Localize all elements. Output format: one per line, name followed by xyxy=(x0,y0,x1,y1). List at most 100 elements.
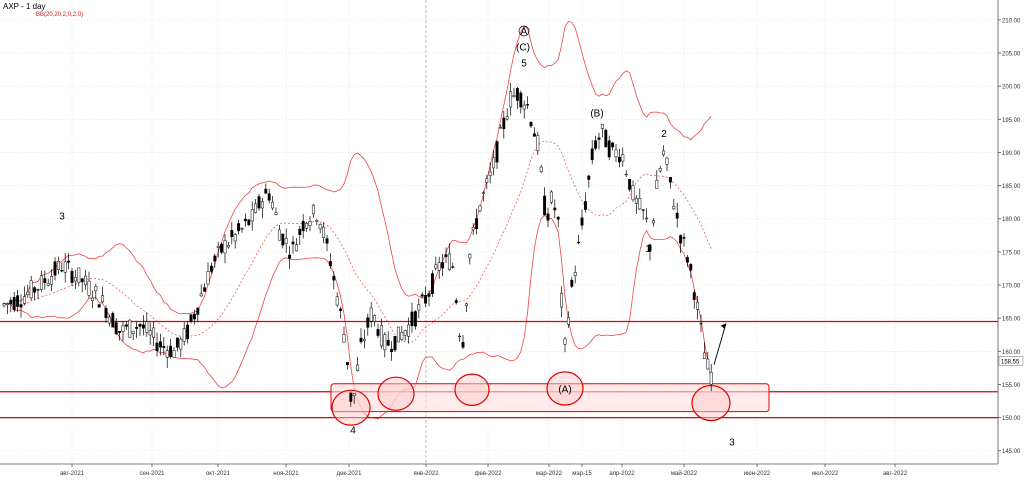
candle-body xyxy=(264,188,268,194)
candle-body xyxy=(158,341,162,348)
candle-body xyxy=(311,204,315,215)
candle-body xyxy=(254,203,258,213)
candle-body xyxy=(672,206,676,210)
candle-body xyxy=(46,283,50,286)
candle-body xyxy=(73,277,77,282)
candle-body xyxy=(532,133,536,137)
candle-body xyxy=(226,245,230,248)
wave-label: (B) xyxy=(590,109,603,120)
y-tick-label: 205.00 xyxy=(1002,52,1021,58)
candle-body xyxy=(587,175,591,180)
candle-body xyxy=(97,304,101,308)
candle-body xyxy=(230,230,234,237)
candle-body xyxy=(162,346,166,348)
candle-body xyxy=(522,104,526,110)
candle-body xyxy=(478,205,482,212)
y-tick-label: 145.00 xyxy=(1002,449,1021,455)
wave-label: 3 xyxy=(729,437,735,448)
candle-body xyxy=(396,326,400,343)
candle-body xyxy=(284,238,288,244)
x-tick-label: мар-15 xyxy=(572,471,592,477)
candle-body xyxy=(237,223,241,232)
bollinger-upper xyxy=(3,20,712,315)
x-tick-label: сен-2021 xyxy=(140,471,166,477)
indicator-label: BB(20,20,2,0,2,0) xyxy=(36,12,84,18)
candle-body xyxy=(257,196,261,209)
candle-body xyxy=(77,267,81,283)
candle-body xyxy=(696,301,700,310)
candle-body xyxy=(468,253,472,259)
candle-body xyxy=(594,140,598,149)
x-tick-label: янв-2022 xyxy=(413,471,439,477)
candle-body xyxy=(247,219,251,225)
candle-body xyxy=(417,304,421,311)
candle-body xyxy=(301,221,305,232)
wave-label: 5 xyxy=(521,58,527,69)
candle-body xyxy=(216,245,220,248)
candle-body xyxy=(539,166,543,172)
candle-body xyxy=(80,278,84,283)
y-tick-label: 165.00 xyxy=(1002,317,1021,323)
candle-body xyxy=(322,226,326,238)
candle-body xyxy=(645,217,649,220)
candle-body xyxy=(121,325,125,332)
candle-body xyxy=(349,392,353,402)
candle-body xyxy=(553,207,557,211)
touch-circle xyxy=(546,371,584,406)
touch-circle xyxy=(454,373,490,406)
candle-body xyxy=(529,122,533,127)
candle-body xyxy=(189,314,193,322)
x-tick-label: апр-2022 xyxy=(609,471,635,477)
y-tick-label: 180.00 xyxy=(1002,217,1021,223)
candle-body xyxy=(199,293,203,297)
candle-body xyxy=(288,254,292,259)
candle-body xyxy=(22,296,26,304)
candle-body xyxy=(675,212,679,219)
candle-body xyxy=(481,192,485,194)
candle-body xyxy=(179,338,183,350)
candle-body xyxy=(634,197,638,204)
candle-body xyxy=(505,116,509,120)
candle-body xyxy=(250,209,254,222)
candle-body xyxy=(590,148,594,161)
x-tick-label: июн-2022 xyxy=(744,471,771,477)
candle-body xyxy=(464,303,468,306)
candle-body xyxy=(2,303,6,306)
candle-body xyxy=(131,330,135,334)
candle-body xyxy=(43,278,47,284)
candle-body xyxy=(607,140,611,158)
wave-label: (A) xyxy=(558,384,571,395)
candle-body xyxy=(260,201,264,209)
candle-body xyxy=(335,296,339,306)
candle-body xyxy=(570,279,574,287)
candle-body xyxy=(509,91,513,108)
candle-body xyxy=(526,104,530,106)
candle-body xyxy=(138,323,142,327)
candle-body xyxy=(19,304,23,308)
candle-body xyxy=(410,311,414,326)
candle-body xyxy=(94,286,98,291)
candle-body xyxy=(298,228,302,235)
candle-body xyxy=(617,156,621,163)
candle-body xyxy=(12,297,16,310)
candle-body xyxy=(206,271,210,285)
candle-body xyxy=(274,212,278,215)
candle-body xyxy=(60,270,64,272)
candle-body xyxy=(50,276,54,285)
candle-body xyxy=(101,295,105,303)
y-tick-label: 190.00 xyxy=(1002,151,1021,157)
candle-body xyxy=(437,262,441,271)
candle-body xyxy=(668,177,672,183)
candle-body xyxy=(444,254,448,257)
candle-body xyxy=(682,237,686,239)
candle-body xyxy=(604,129,608,148)
candle-body xyxy=(369,307,373,322)
candle-body xyxy=(651,220,655,224)
candle-body xyxy=(628,179,632,190)
candle-body xyxy=(611,142,615,148)
bollinger-middle xyxy=(3,140,712,343)
candle-body xyxy=(33,287,37,293)
candle-body xyxy=(63,261,67,273)
candle-body xyxy=(386,339,390,346)
candle-body xyxy=(383,334,387,350)
